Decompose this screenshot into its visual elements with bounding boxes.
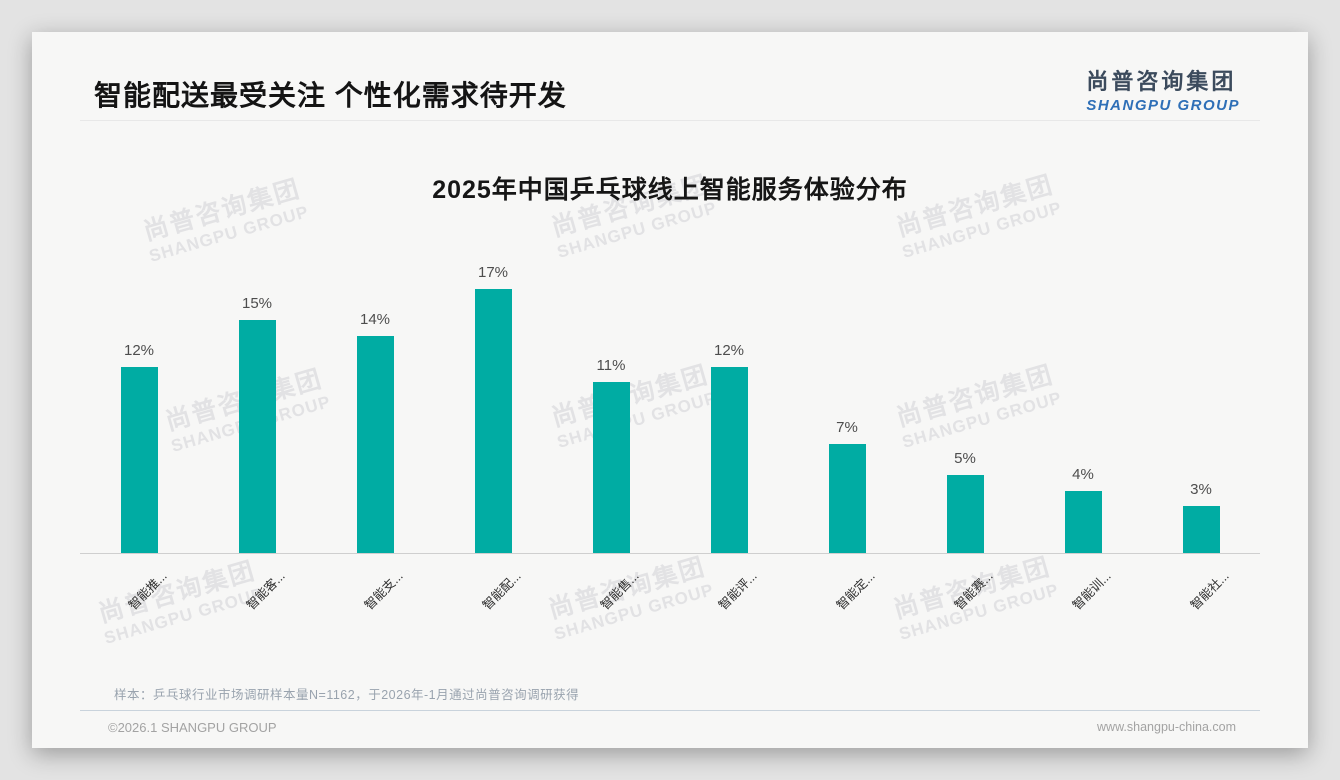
x-axis-tick-label: 智能训... xyxy=(1069,568,1114,613)
bar-value-label: 5% xyxy=(954,450,976,467)
chart-title: 2025年中国乒乓球线上智能服务体验分布 xyxy=(432,176,908,204)
sample-note: 样本：乒乓球行业市场调研样本量N=1162，于2026年-1月通过尚普咨询调研获… xyxy=(114,688,580,702)
bar-value-label: 11% xyxy=(596,357,626,374)
slide-header: 智能配送最受关注 个性化需求待开发 尚普咨询集团 SHANGPU GROUP xyxy=(94,69,1246,142)
bar-value-label: 17% xyxy=(477,264,509,281)
header-divider xyxy=(80,120,1260,121)
bar[interactable] xyxy=(356,336,394,553)
x-axis-tick-label: 智能定... xyxy=(833,568,878,613)
footer-divider xyxy=(80,710,1260,711)
logo: 尚普咨询集团 SHANGPU GROUP xyxy=(1086,64,1240,114)
bar[interactable] xyxy=(238,320,276,553)
website-url: www.shangpu-china.com xyxy=(1097,720,1236,734)
x-axis-tick-label: 智能配... xyxy=(479,568,524,613)
bar-value-label: 7% xyxy=(836,419,858,436)
copyright-text: ©2026.1 SHANGPU GROUP xyxy=(108,720,277,735)
bar-value-label: 12% xyxy=(123,342,155,359)
slide-content: 智能配送最受关注 个性化需求待开发 尚普咨询集团 SHANGPU GROUP 2… xyxy=(32,32,1308,748)
x-axis-tick-label: 智能推... xyxy=(125,568,170,613)
x-axis-labels: 智能推... 智能客... 智能支... 智能配... 智能售... 智能评... 智能定.… xyxy=(80,553,1260,653)
bar-value-label: 15% xyxy=(241,295,273,312)
bar[interactable] xyxy=(946,475,984,553)
plot-area: 12% 15% 14% 17% 11% 12% 7% 5% 4% 3% xyxy=(80,202,1260,553)
x-axis-tick-label: 智能售... xyxy=(597,568,642,613)
bar[interactable] xyxy=(1182,506,1220,553)
bar-value-label: 12% xyxy=(713,342,745,359)
bar-value-label: 3% xyxy=(1190,481,1212,498)
x-axis-tick-label: 智能赛... xyxy=(951,568,996,613)
bar[interactable] xyxy=(828,444,866,553)
slide-card: 尚普咨询集团 SHANGPU GROUP 尚普咨询集团 SHANGPU GROUP 尚普… xyxy=(32,32,1308,748)
logo-text-en: SHANGPU GROUP xyxy=(1086,97,1240,114)
x-axis-tick-label: 智能评... xyxy=(715,568,760,613)
logo-text-cn: 尚普咨询集团 xyxy=(1086,69,1237,94)
x-axis-line xyxy=(80,553,1260,554)
x-axis-tick-label: 智能客... xyxy=(243,568,288,613)
bar-value-label: 4% xyxy=(1072,466,1094,483)
bar[interactable] xyxy=(120,367,158,553)
bar-value-label: 14% xyxy=(359,311,391,328)
x-axis-tick-label: 智能支... xyxy=(361,568,406,613)
bar[interactable] xyxy=(474,289,512,553)
x-axis-tick-label: 智能社... xyxy=(1187,568,1232,613)
bar[interactable] xyxy=(592,382,630,553)
page-title: 智能配送最受关注 个性化需求待开发 xyxy=(94,80,567,111)
bar[interactable] xyxy=(710,367,748,553)
bar[interactable] xyxy=(1064,491,1102,553)
